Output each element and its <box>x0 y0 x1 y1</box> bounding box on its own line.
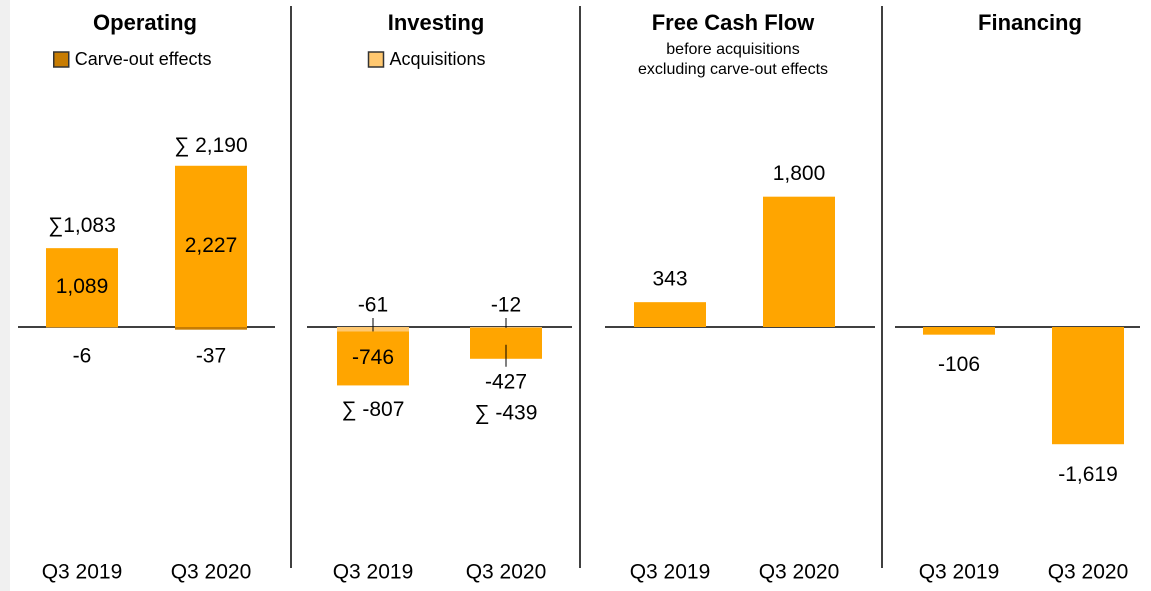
total-label: ∑ -439 <box>475 401 538 424</box>
value-label: -746 <box>352 346 394 369</box>
bar <box>634 302 706 327</box>
x-tick-label: Q3 2020 <box>171 561 252 584</box>
value-label: -6 <box>73 345 92 368</box>
total-label: ∑ -807 <box>342 398 405 421</box>
panel-title: Free Cash Flow <box>652 10 815 35</box>
panel-title: Operating <box>93 10 197 35</box>
bar <box>175 165 247 327</box>
legend-swatch <box>53 51 70 68</box>
bar <box>337 331 409 386</box>
value-label: 2,227 <box>185 234 238 257</box>
x-tick-label: Q3 2019 <box>919 561 1000 584</box>
bar <box>46 248 118 327</box>
value-label: 1,089 <box>56 275 109 298</box>
bar <box>1052 327 1124 445</box>
value-label: 343 <box>652 268 687 291</box>
edge <box>0 0 10 591</box>
value-label: -61 <box>358 294 388 317</box>
panel-title: Financing <box>978 10 1082 35</box>
x-tick-label: Q3 2020 <box>1048 561 1129 584</box>
legend-label: Acquisitions <box>390 49 486 69</box>
panel-subtitle: excluding carve-out effects <box>638 61 828 78</box>
x-tick-label: Q3 2019 <box>630 561 711 584</box>
x-tick-label: Q3 2020 <box>466 561 547 584</box>
legend-swatch <box>367 51 385 68</box>
value-label: -12 <box>491 294 521 317</box>
value-label: -427 <box>485 370 527 393</box>
value-label: 1,800 <box>773 162 826 185</box>
panel-title: Investing <box>388 10 485 35</box>
x-tick-label: Q3 2020 <box>759 561 840 584</box>
bar <box>763 196 835 327</box>
bar <box>46 327 118 328</box>
panel-subtitle: before acquisitions <box>666 41 799 58</box>
total-label: ∑1,083 <box>48 214 116 237</box>
total-label: ∑ 2,190 <box>174 134 247 157</box>
bar <box>923 327 995 335</box>
value-label: -106 <box>938 353 980 376</box>
legend-label: Carve-out effects <box>75 49 212 69</box>
bar <box>175 327 247 330</box>
x-tick-label: Q3 2019 <box>42 561 123 584</box>
value-label: -37 <box>196 345 226 368</box>
value-label: -1,619 <box>1058 463 1118 486</box>
x-tick-label: Q3 2019 <box>333 561 414 584</box>
